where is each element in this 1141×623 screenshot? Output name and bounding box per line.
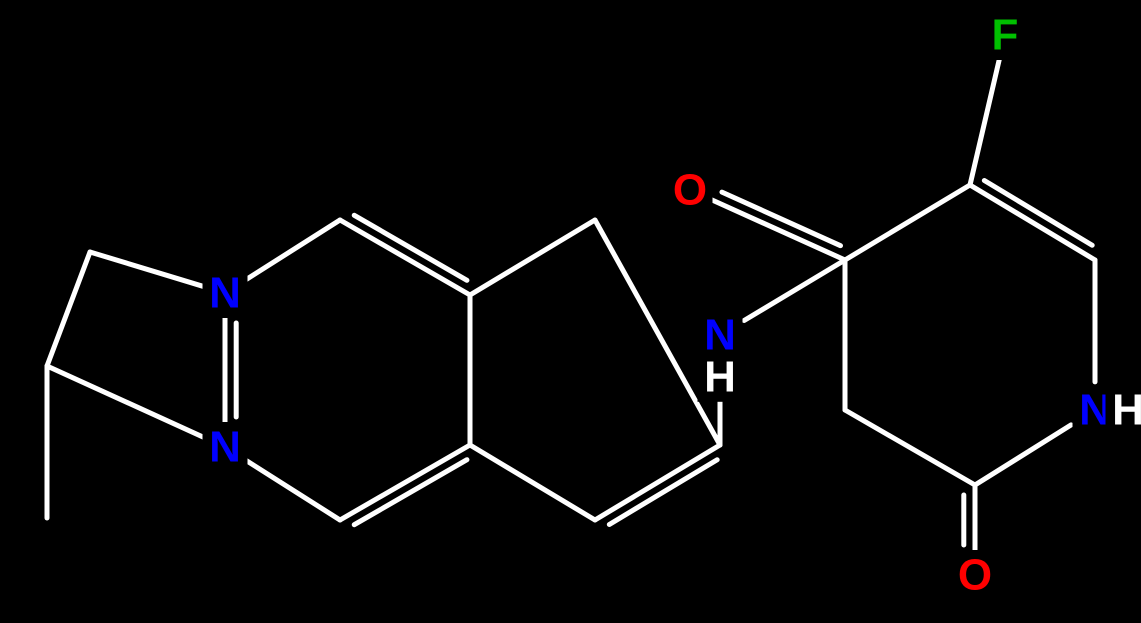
atom-label-N: N — [209, 423, 241, 472]
atom-label-O: O — [958, 551, 992, 600]
atom-label-H: H — [1112, 386, 1141, 435]
atom-label-N: N — [209, 269, 241, 318]
bond — [470, 220, 595, 295]
atom-label-O: O — [673, 166, 707, 215]
molecule-canvas: NNNHONHOF — [0, 0, 1141, 623]
bond — [984, 181, 1092, 246]
bond — [242, 458, 340, 520]
bond — [340, 220, 470, 295]
bond — [354, 460, 467, 525]
bond — [90, 252, 206, 287]
bond — [970, 54, 1000, 185]
bond — [845, 410, 975, 485]
bond — [47, 366, 207, 439]
bond — [47, 252, 90, 366]
bond — [975, 425, 1071, 485]
bond — [970, 185, 1095, 260]
bond — [595, 445, 720, 520]
bond — [470, 445, 595, 520]
bond — [708, 198, 845, 260]
atom-label-H: H — [704, 352, 736, 401]
atoms-group: NNNHONHOF — [203, 10, 1141, 600]
bond — [242, 220, 340, 282]
bond — [340, 445, 470, 520]
bond — [845, 185, 970, 260]
bond — [609, 460, 717, 525]
atom-label-F: F — [992, 11, 1019, 60]
bond — [722, 192, 841, 246]
bond — [354, 215, 467, 280]
bond — [744, 260, 845, 321]
